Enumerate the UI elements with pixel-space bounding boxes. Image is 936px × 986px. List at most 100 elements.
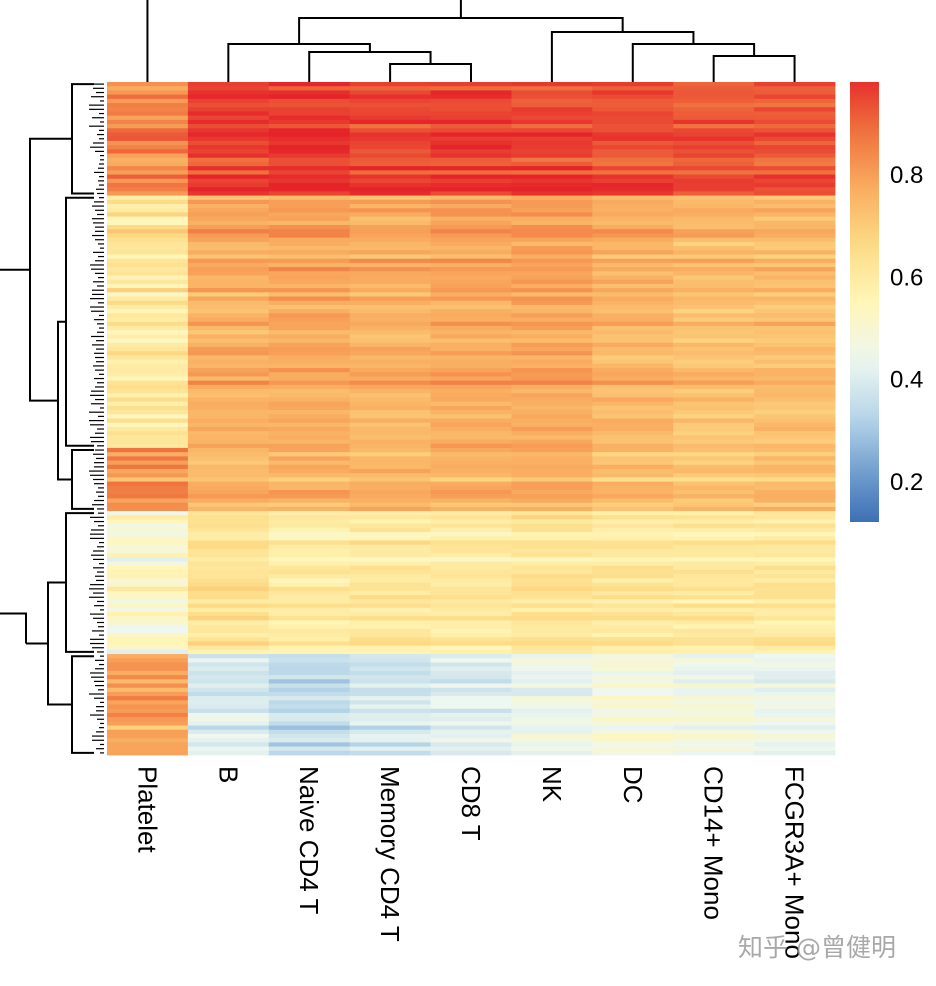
heatmap-cell [107,485,189,491]
heatmap-cell [107,161,189,167]
heatmap-cell [268,569,351,575]
dendrogram-link [71,449,94,510]
heatmap-cell [107,607,189,613]
heatmap-cell [754,435,836,440]
heatmap-cell [268,506,351,512]
heatmap-cell [187,283,270,289]
heatmap-cell [107,548,189,554]
heatmap-cell [592,569,674,575]
heatmap-cell [592,149,674,154]
heatmap-cell [187,662,270,668]
heatmap-cell [268,725,351,731]
heatmap-cell [673,708,755,714]
heatmap-cell [673,254,755,260]
heatmap-cell [107,330,189,335]
heatmap-cell [187,136,270,142]
heatmap-cell [592,477,674,482]
heatmap-cell [430,717,512,722]
heatmap-cell [187,666,270,672]
heatmap-cell [187,729,270,735]
heatmap-cell [592,279,674,285]
heatmap-cell [673,733,755,739]
heatmap-cell [349,380,431,386]
heatmap-cell [268,574,351,579]
heatmap-cell [349,271,431,276]
heatmap-cell [268,203,351,209]
heatmap-cell [673,460,755,466]
heatmap-cell [107,578,189,583]
dendrogram-link [308,51,432,82]
heatmap-cell [349,616,431,621]
heatmap-cell [430,620,512,626]
heatmap-cell [754,208,836,213]
heatmap-cell [430,351,512,356]
heatmap-cell [430,149,512,154]
heatmap-cell [592,620,674,626]
heatmap-cell [349,300,431,306]
heatmap-cell [673,229,755,234]
heatmap-cell [592,321,674,327]
heatmap-cell [430,721,512,726]
heatmap-cell [349,578,431,583]
heatmap-cell [430,746,512,752]
heatmap-cell [511,729,593,735]
heatmap-cell [268,208,351,213]
heatmap-cell [107,170,189,175]
heatmap-cell [349,187,431,192]
heatmap-cell [430,494,512,499]
heatmap-cell [187,447,270,453]
heatmap-cell [754,380,836,386]
heatmap-cell [107,540,189,546]
heatmap-cell [592,405,674,411]
heatmap-cell [107,363,189,369]
heatmap-cell [511,515,593,520]
heatmap-cell [592,729,674,735]
heatmap-cell [511,658,593,663]
heatmap-cell [754,637,836,642]
heatmap-cell [107,582,189,588]
heatmap-cell [349,515,431,520]
heatmap-cell [107,187,189,192]
heatmap-cell [511,679,593,684]
heatmap-cell [107,401,189,407]
heatmap-cell [511,292,593,297]
heatmap-cell [268,675,351,680]
heatmap-cell [349,666,431,672]
heatmap-cell [187,182,270,188]
heatmap-cell [187,178,270,184]
heatmap-cell [107,515,189,520]
heatmap-cell [187,733,270,739]
heatmap-cell [349,246,431,251]
heatmap-cell [349,742,431,747]
heatmap-cell [592,389,674,394]
heatmap-cell [673,746,755,752]
dendrogram-link [47,581,72,706]
heatmap-cell [430,262,512,268]
heatmap-cell [754,368,836,373]
heatmap-cell [268,128,351,133]
heatmap-cell [107,477,189,482]
heatmap-cell [349,145,431,150]
heatmap-cell [430,355,512,361]
heatmap-cell [187,582,270,588]
heatmap-cell [107,292,189,297]
heatmap-cell [268,704,351,710]
heatmap-cell [187,313,270,318]
heatmap-cell [511,418,593,424]
heatmap-cell [107,103,189,108]
heatmap-cell [349,124,431,129]
heatmap-cell [511,544,593,550]
heatmap-cell [187,485,270,491]
heatmap-cell [511,654,593,659]
heatmap-cell [430,696,512,701]
heatmap-cell [107,532,189,537]
column-label: DC [618,766,648,804]
heatmap-cell [511,494,593,499]
heatmap-cell [268,645,351,651]
heatmap-cell [673,477,755,482]
heatmap-cell [754,372,836,377]
heatmap-cell [511,649,593,655]
heatmap-cell [349,304,431,310]
heatmap-cell [187,414,270,419]
heatmap-cell [673,611,755,617]
